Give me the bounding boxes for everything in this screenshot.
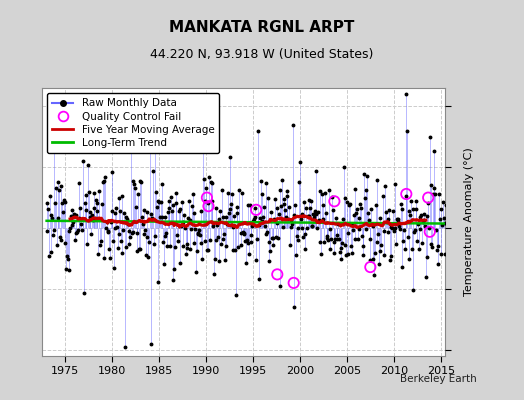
Legend: Raw Monthly Data, Quality Control Fail, Five Year Moving Average, Long-Term Tren: Raw Monthly Data, Quality Control Fail, … <box>47 93 220 153</box>
Point <box>290 280 298 286</box>
Point <box>203 194 211 201</box>
Y-axis label: Temperature Anomaly (°C): Temperature Anomaly (°C) <box>464 148 474 296</box>
Text: 44.220 N, 93.918 W (United States): 44.220 N, 93.918 W (United States) <box>150 48 374 61</box>
Point <box>273 271 281 278</box>
Text: MANKATA RGNL ARPT: MANKATA RGNL ARPT <box>169 20 355 35</box>
Point <box>252 207 260 213</box>
Text: Berkeley Earth: Berkeley Earth <box>400 374 477 384</box>
Point <box>424 194 432 201</box>
Point <box>330 198 339 204</box>
Point <box>366 264 375 270</box>
Point <box>425 228 434 235</box>
Point <box>204 203 213 209</box>
Point <box>402 191 410 197</box>
